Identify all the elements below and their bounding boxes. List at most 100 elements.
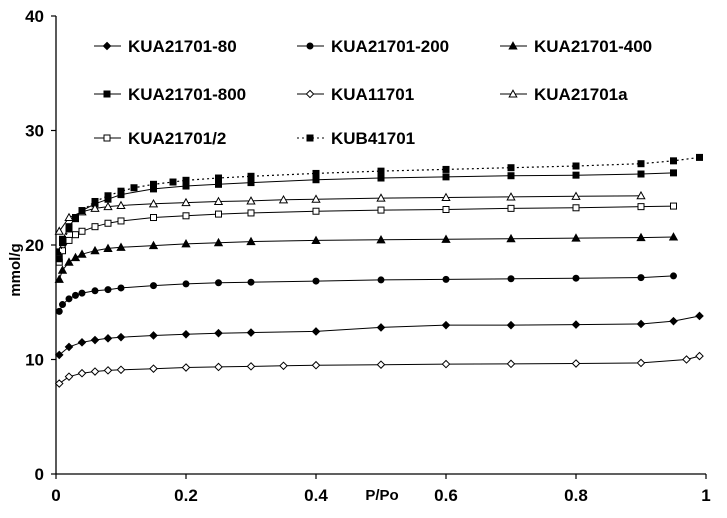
data-point [637,170,645,178]
legend-item-kua21701-2: KUA21701/2 [94,129,226,148]
data-point [213,237,224,247]
data-point [169,178,177,186]
data-point [637,160,645,168]
x-axis-label: P/Po [365,487,398,504]
y-tick-label: 30 [25,122,44,141]
data-point [442,173,450,181]
data-point [636,358,646,368]
data-point [311,194,321,203]
data-point [507,275,515,283]
legend-marker [102,41,112,51]
data-point [182,280,190,288]
data-point [117,217,125,225]
data-point [54,379,64,388]
data-point [64,257,74,266]
legend-label: KUA21701-800 [128,85,246,104]
data-point [148,198,159,208]
data-point [59,239,66,247]
series-kub41701 [55,153,703,263]
data-point [78,227,86,235]
data-point [90,367,100,376]
data-point [150,180,157,188]
data-point [181,197,191,207]
data-point [442,165,450,173]
data-point [72,231,79,239]
legend-item-kua21701-200: KUA21701-200 [297,37,449,56]
data-point [670,202,677,210]
data-point [312,169,320,177]
data-point [65,295,73,303]
axes: 0 10 20 30 40 0 0.2 0.4 0.6 0.8 1 [25,7,711,505]
data-point [78,289,86,297]
legend-label: KUA11701 [331,85,414,104]
data-point [312,277,320,285]
y-axis-label: mmol/g [7,243,24,296]
data-point [682,355,691,364]
data-point [57,265,68,274]
data-point [215,210,222,218]
x-tick-label: 0 [51,486,60,505]
legend-marker [305,89,315,99]
data-point [54,350,64,360]
legend-marker [103,90,111,98]
legend-item-kua11701: KUA11701 [297,85,414,104]
data-point [507,172,515,180]
data-point [64,342,74,352]
data-point [376,323,386,332]
legend-label: KUA21701-80 [128,37,237,56]
series-kua21701-800 [55,169,677,256]
data-point [54,274,64,283]
series-kua21701-2 [55,202,677,266]
data-point [312,176,320,184]
data-point [311,327,321,336]
data-point [668,232,679,241]
data-point [377,167,385,175]
data-point [116,332,126,342]
data-point [670,272,677,280]
data-point [90,335,100,345]
data-point [636,232,646,242]
data-point [150,214,157,222]
y-tick-label: 20 [25,236,44,255]
data-point [670,157,677,165]
data-point [181,330,191,339]
data-point [637,203,645,211]
data-point [246,196,256,205]
series-line-kub41701 [58,156,700,259]
data-point [65,236,73,244]
data-point [91,287,99,295]
data-point [572,274,580,282]
data-point [181,239,191,248]
y-tick-label: 40 [25,7,44,26]
data-point [55,255,63,263]
data-point [117,187,125,195]
legend-marker [508,41,518,50]
data-point [91,197,99,205]
data-point [442,275,450,283]
data-point [311,235,321,244]
data-point [72,215,79,223]
data-point [246,236,256,246]
data-point [64,212,74,222]
series-layer [54,153,704,388]
data-point [376,235,386,244]
x-tick-label: 0.6 [434,486,458,505]
legend-label: KUA21701-200 [331,37,449,56]
data-point [116,242,126,251]
data-point [572,162,580,170]
data-point [506,233,516,243]
data-point [116,200,126,210]
data-point [59,301,66,309]
data-point [312,207,320,215]
data-point [104,219,112,227]
data-point [279,361,288,371]
data-point [506,320,516,330]
series-line-kua21701a [58,195,642,232]
data-point [247,172,255,180]
data-point [59,247,66,255]
data-point [70,252,81,262]
data-point [116,365,126,375]
legend-item-kua21701-80: KUA21701-80 [94,37,237,56]
data-point [441,359,451,369]
